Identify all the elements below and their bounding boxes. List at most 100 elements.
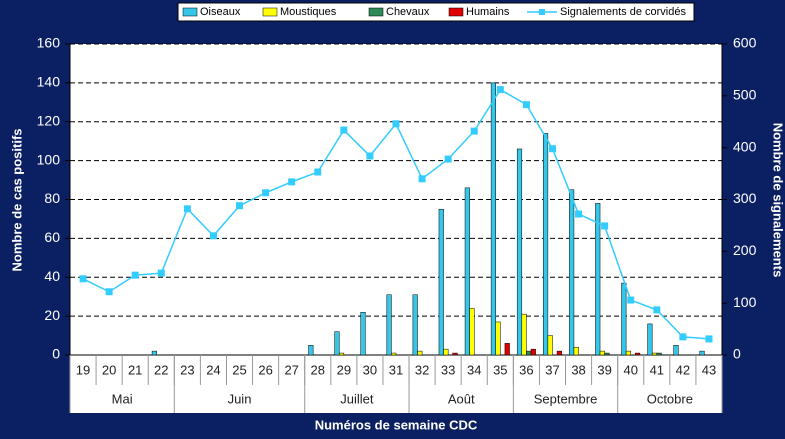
y-tick-label: 100 [37, 151, 61, 167]
line-marker [653, 306, 661, 314]
bar [443, 348, 449, 356]
x-tick-label: 37 [545, 362, 559, 377]
bar [469, 308, 475, 356]
line-marker [79, 275, 87, 283]
bar [308, 345, 314, 356]
line-marker [444, 155, 452, 163]
x-tick-label: 42 [676, 362, 690, 377]
x-tick-label: 23 [180, 362, 194, 377]
legend-swatch [448, 7, 464, 17]
x-tick-label: 20 [102, 362, 116, 377]
group-label: Juin [228, 391, 252, 406]
category-table [70, 355, 722, 413]
x-tick-label: 25 [232, 362, 246, 377]
group-label: Septembre [534, 391, 598, 406]
line-marker [209, 232, 217, 240]
line-marker [288, 178, 296, 186]
bar [635, 352, 641, 356]
bar [438, 208, 444, 356]
y2-tick-label: 400 [733, 138, 757, 154]
line-marker [262, 189, 270, 197]
y2-tick-label: 0 [733, 346, 741, 362]
bar [569, 189, 575, 356]
line-marker [496, 86, 504, 94]
x-tick-label: 32 [415, 362, 429, 377]
bar [599, 350, 605, 356]
line-marker [236, 202, 244, 210]
line-marker [705, 335, 713, 343]
bar [386, 294, 392, 356]
x-tick-label: 33 [441, 362, 455, 377]
bar [647, 323, 653, 356]
x-tick-label: 27 [284, 362, 298, 377]
x-tick-label: 40 [623, 362, 637, 377]
bar [604, 352, 610, 356]
bar [621, 282, 627, 356]
line-marker [392, 120, 400, 128]
line-marker [157, 269, 165, 277]
x-tick-label: 30 [363, 362, 377, 377]
y-tick-label: 160 [37, 35, 61, 51]
bar [412, 294, 418, 356]
y-tick-label: 140 [37, 74, 61, 90]
bar [543, 133, 549, 356]
bar [516, 148, 523, 356]
x-tick-label: 22 [154, 362, 168, 377]
bar [360, 311, 366, 356]
y2-tick-label: 300 [733, 190, 757, 206]
group-label: Juillet [340, 391, 374, 406]
line-marker [131, 271, 139, 279]
x-axis-title: Numéros de semaine CDC [315, 417, 478, 432]
x-tick-label: 43 [702, 362, 716, 377]
x-tick-label: 19 [76, 362, 90, 377]
legend-marker [539, 9, 545, 15]
legend-label: Chevaux [386, 6, 430, 18]
bar [595, 203, 601, 356]
bar [504, 343, 510, 356]
line-marker [314, 168, 322, 176]
line-marker [601, 222, 609, 230]
y-tick-label: 40 [44, 268, 60, 284]
y2-tick-label: 600 [733, 35, 757, 51]
line-marker [418, 175, 426, 183]
legend-label: Moustiques [280, 6, 337, 18]
y-tick-label: 60 [44, 229, 60, 245]
x-tick-label: 39 [597, 362, 611, 377]
bar [417, 350, 423, 356]
bar [391, 352, 397, 356]
y2-tick-label: 500 [733, 87, 757, 103]
bar [556, 350, 562, 356]
line-marker [627, 296, 635, 304]
line-marker [575, 210, 583, 218]
legend-swatch [182, 7, 198, 17]
x-tick-label: 34 [467, 362, 481, 377]
bar [334, 331, 340, 356]
x-tick-label: 28 [311, 362, 325, 377]
bar [625, 350, 631, 356]
y-tick-label: 120 [37, 112, 61, 128]
line-marker [522, 101, 530, 109]
legend-label: Humains [466, 6, 510, 18]
x-tick-label: 36 [519, 362, 533, 377]
bar [656, 352, 662, 356]
line-marker [340, 126, 348, 134]
bar [521, 313, 527, 356]
legend-swatch [262, 7, 278, 17]
y2-axis-title: Nombre de signalements [771, 123, 785, 278]
bar [490, 82, 496, 356]
group-label: Août [448, 391, 475, 406]
x-tick-label: 26 [258, 362, 272, 377]
x-tick-label: 31 [389, 362, 403, 377]
legend-label: Oiseaux [200, 6, 241, 18]
line-marker [470, 127, 478, 135]
x-tick-label: 21 [128, 362, 142, 377]
legend-swatch [368, 7, 384, 17]
line-marker [105, 288, 113, 296]
y-tick-label: 0 [52, 346, 60, 362]
group-label: Octobre [647, 391, 693, 406]
y-axis-title: Nombre de cas positifs [9, 128, 24, 271]
x-tick-label: 38 [571, 362, 585, 377]
bar [526, 350, 532, 356]
y-tick-label: 80 [44, 190, 60, 206]
